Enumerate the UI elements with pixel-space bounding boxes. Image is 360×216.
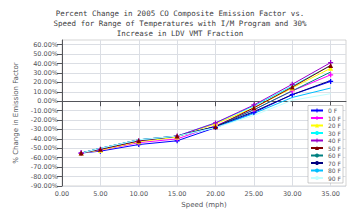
svg-text:Percent Change in 2005 CO Comp: Percent Change in 2005 CO Composite Emis… bbox=[56, 9, 304, 18]
svg-text:25.00: 25.00 bbox=[245, 190, 264, 198]
svg-text:0 F: 0 F bbox=[328, 107, 338, 114]
svg-text:-30.00%: -30.00% bbox=[31, 125, 58, 133]
svg-text:40.00%: 40.00% bbox=[33, 60, 58, 68]
svg-text:20.00%: 20.00% bbox=[33, 78, 58, 86]
svg-text:Increase in LDV VMT Fraction: Increase in LDV VMT Fraction bbox=[117, 29, 243, 38]
svg-text:-10.00%: -10.00% bbox=[31, 107, 58, 115]
svg-text:50.00%: 50.00% bbox=[33, 50, 58, 58]
svg-text:35.00: 35.00 bbox=[321, 190, 340, 198]
svg-text:80 F: 80 F bbox=[328, 167, 342, 174]
svg-text:90 F: 90 F bbox=[328, 175, 342, 182]
svg-text:60.00%: 60.00% bbox=[33, 41, 58, 49]
svg-text:-50.00%: -50.00% bbox=[31, 144, 58, 152]
svg-text:-60.00%: -60.00% bbox=[31, 154, 58, 162]
svg-text:0.00%: 0.00% bbox=[37, 97, 58, 105]
svg-text:40 F: 40 F bbox=[328, 137, 342, 144]
svg-text:-70.00%: -70.00% bbox=[31, 163, 58, 171]
svg-text:% Change in Emission Factor: % Change in Emission Factor bbox=[12, 62, 20, 163]
svg-text:30.00: 30.00 bbox=[283, 190, 302, 198]
svg-text:10 F: 10 F bbox=[328, 115, 342, 122]
svg-text:30 F: 30 F bbox=[328, 130, 342, 137]
svg-text:10.00: 10.00 bbox=[129, 190, 148, 198]
svg-text:-80.00%: -80.00% bbox=[31, 173, 58, 181]
svg-text:Speed for Range of Temperature: Speed for Range of Temperatures with I/M… bbox=[54, 19, 307, 28]
svg-text:10.00%: 10.00% bbox=[33, 88, 58, 96]
svg-text:0.00: 0.00 bbox=[55, 190, 69, 198]
svg-text:30.00%: 30.00% bbox=[33, 69, 58, 77]
svg-text:50 F: 50 F bbox=[328, 145, 342, 152]
svg-text:5.00: 5.00 bbox=[93, 190, 107, 198]
svg-text:60 F: 60 F bbox=[328, 152, 342, 159]
svg-text:15.00: 15.00 bbox=[168, 190, 187, 198]
svg-text:20 F: 20 F bbox=[328, 122, 342, 129]
svg-text:-20.00%: -20.00% bbox=[31, 116, 58, 124]
svg-text:Speed (mph): Speed (mph) bbox=[181, 201, 227, 209]
svg-text:-40.00%: -40.00% bbox=[31, 135, 58, 143]
svg-text:20.00: 20.00 bbox=[206, 190, 225, 198]
svg-text:-90.00%: -90.00% bbox=[30, 182, 58, 190]
svg-text:70 F: 70 F bbox=[328, 160, 342, 167]
